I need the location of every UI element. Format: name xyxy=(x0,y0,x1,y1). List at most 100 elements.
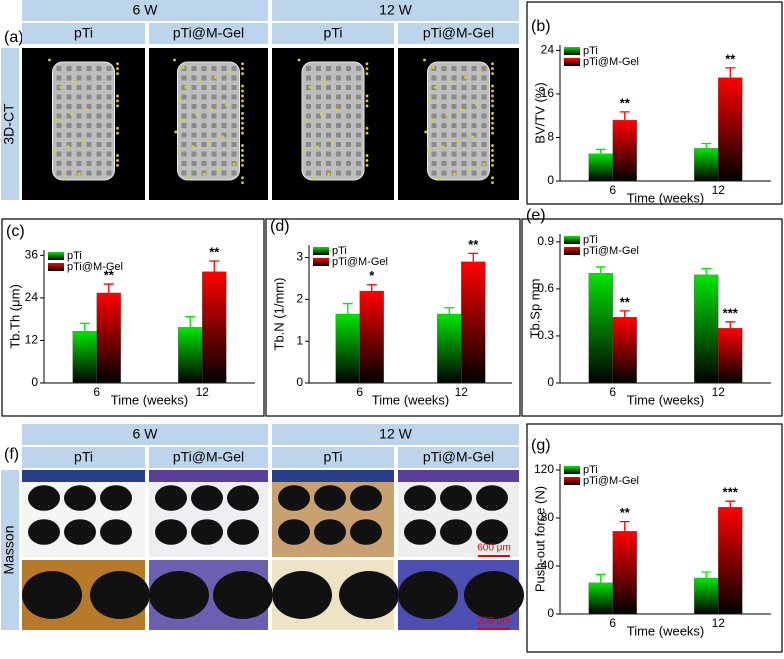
ct-bone xyxy=(232,162,236,166)
ct-pore xyxy=(86,66,92,71)
ct-pore xyxy=(191,142,197,147)
ct-pore xyxy=(191,161,197,166)
error-bar xyxy=(468,252,479,262)
ct-bone xyxy=(316,145,319,149)
ct-pore xyxy=(431,85,437,90)
ct-pore xyxy=(326,104,331,109)
ct-bone xyxy=(191,145,195,149)
ct-pore xyxy=(201,104,207,109)
ct-bone xyxy=(491,164,494,167)
histology-stain xyxy=(149,470,268,482)
ct-bone xyxy=(62,177,66,181)
histology-implant xyxy=(464,571,524,619)
ct-pore xyxy=(316,85,321,90)
ct-pore xyxy=(96,94,102,100)
error-bar xyxy=(595,148,606,154)
column-header xyxy=(398,447,519,468)
ct-bone xyxy=(491,67,494,71)
ct-pore xyxy=(471,151,477,157)
ct-pore xyxy=(86,132,92,138)
ct-pore xyxy=(86,94,92,100)
ct-bone xyxy=(184,85,188,89)
ct-pore xyxy=(211,161,217,166)
ct-bone xyxy=(308,85,312,89)
ct-pore xyxy=(471,75,477,81)
x-axis-label: Time (weeks) xyxy=(372,392,450,407)
ct-pore xyxy=(66,104,72,109)
ct-bone xyxy=(241,154,244,157)
ct-pore xyxy=(86,151,92,157)
ct-bone xyxy=(319,113,323,116)
error-bar xyxy=(619,111,630,121)
ct-bone xyxy=(51,150,55,154)
bar xyxy=(72,331,97,384)
ct-bone xyxy=(365,104,369,108)
x-tick-label: 6 xyxy=(609,385,616,399)
ct-bone xyxy=(491,111,494,115)
group-header xyxy=(272,424,519,445)
panel-label: (c) xyxy=(6,223,25,240)
column-title: pTi xyxy=(74,449,93,465)
ct-pore xyxy=(451,113,457,119)
significance: *** xyxy=(723,305,739,320)
ct-bone xyxy=(221,135,225,139)
error-bar xyxy=(619,520,630,532)
ct-pore xyxy=(56,132,62,138)
ct-bone xyxy=(423,58,426,62)
ct-pore xyxy=(221,123,227,128)
ct-bone xyxy=(491,116,494,120)
ct-bone xyxy=(365,154,369,157)
ct-pore xyxy=(181,123,187,128)
ct-bone xyxy=(327,172,331,176)
ct-pore xyxy=(306,123,311,128)
ct-bone xyxy=(217,167,221,171)
ct-bone xyxy=(491,181,494,185)
ct-pore xyxy=(96,142,102,147)
ct-pore xyxy=(326,132,331,138)
significance: *** xyxy=(723,485,739,500)
ct-bone xyxy=(173,58,176,62)
ct-pore xyxy=(211,104,217,109)
ct-pore xyxy=(221,151,227,157)
histology-implant xyxy=(149,571,209,619)
y-tick-label: 2 xyxy=(296,292,303,306)
ct-pore xyxy=(96,170,102,176)
ct-bone xyxy=(365,159,369,162)
ct-pore xyxy=(211,113,217,119)
ct-pore xyxy=(481,66,487,71)
ct-pore xyxy=(181,151,187,157)
ct-pore xyxy=(86,113,92,119)
error-bar xyxy=(701,142,712,149)
ct-pore xyxy=(336,142,341,147)
ct-bone xyxy=(491,62,494,66)
ct-bone xyxy=(241,99,244,103)
x-axis-label: Time (weeks) xyxy=(627,623,705,638)
histology-implant xyxy=(398,571,458,619)
ct-pore xyxy=(76,123,82,128)
ct-bone xyxy=(428,98,431,102)
ct-pore xyxy=(96,75,102,81)
ct-pore xyxy=(336,132,341,138)
ct-pore xyxy=(441,75,447,81)
ct-pore xyxy=(76,132,82,138)
ct-pore xyxy=(306,113,311,119)
legend-label: pTi@M-Gel xyxy=(67,261,123,273)
ct-bone xyxy=(241,94,244,98)
error-bar xyxy=(79,322,90,332)
histology-implant xyxy=(100,485,132,511)
group-title: 6 W xyxy=(133,426,159,442)
bar xyxy=(461,261,486,384)
ct-pore xyxy=(181,104,187,109)
ct-pore xyxy=(221,161,227,166)
ct-pore xyxy=(96,104,102,109)
histology-implant xyxy=(64,519,96,545)
ct-pore xyxy=(181,113,187,119)
ct-pore xyxy=(86,75,92,81)
ct-bone xyxy=(241,72,244,76)
ct-pore xyxy=(231,66,237,71)
ct-pore xyxy=(211,132,217,138)
histology-implant xyxy=(227,485,259,511)
ct-bone xyxy=(116,67,119,71)
ct-pore xyxy=(181,132,187,138)
